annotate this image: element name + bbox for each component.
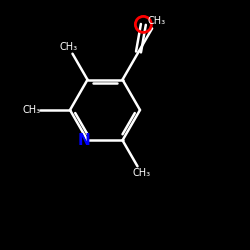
Text: N: N — [78, 133, 91, 148]
Text: CH₃: CH₃ — [60, 42, 78, 52]
Text: CH₃: CH₃ — [147, 16, 165, 26]
Text: CH₃: CH₃ — [132, 168, 150, 178]
Text: CH₃: CH₃ — [23, 105, 41, 115]
